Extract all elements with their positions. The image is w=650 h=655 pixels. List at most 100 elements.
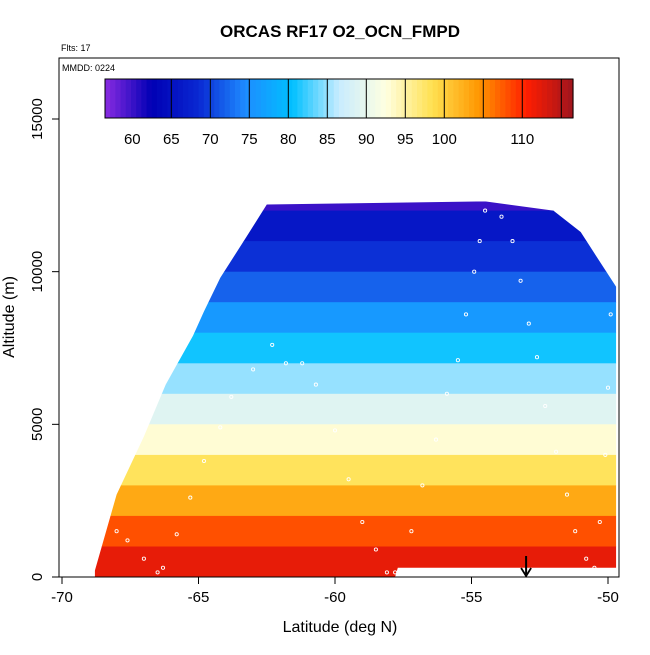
colorbar-tick-label: 100 (432, 131, 457, 148)
x-tick-label: -55 (461, 589, 483, 606)
colorbar-tick-label: 65 (163, 131, 180, 148)
colorbar-segment (292, 79, 298, 118)
track-point (313, 382, 318, 387)
curtain-band (94, 332, 617, 364)
colorbar-segment (557, 79, 564, 118)
colorbar-frame (104, 78, 574, 119)
colorbar-segment (276, 79, 283, 118)
colorbar-segment (255, 79, 262, 118)
colorbar-segment (318, 79, 324, 118)
track-point (360, 519, 365, 525)
y-axis-label: Altitude (m) (1, 276, 18, 358)
colorbar-segment (157, 79, 163, 118)
colorbar-segment (333, 79, 340, 118)
colorbar-segment (146, 79, 153, 118)
x-tick-label: -60 (324, 589, 346, 606)
colorbar-segment (110, 79, 116, 118)
colorbar-segment (281, 79, 288, 118)
curtain-band (94, 271, 617, 303)
x-tick-label: -70 (51, 589, 73, 606)
colorbar-segment (198, 79, 205, 118)
track-point (518, 278, 523, 283)
colorbar-segment (359, 79, 366, 118)
colorbar-segment (505, 79, 512, 118)
colorbar-segment (177, 79, 184, 118)
colorbar-segment (531, 79, 538, 118)
colorbar-segment (354, 79, 361, 118)
colorbar-segment (297, 79, 304, 118)
colorbar-segment (401, 79, 408, 118)
track-point (543, 403, 548, 409)
track-point (229, 394, 234, 399)
colorbar-segment (266, 79, 272, 118)
colorbar-segment (120, 79, 127, 118)
curtain-band (94, 393, 617, 425)
colorbar-tick-label: 95 (397, 131, 414, 148)
curtain-band (94, 546, 617, 577)
colorbar-segment (339, 79, 345, 118)
colorbar-segment (344, 79, 350, 118)
colorbar-segment (162, 79, 168, 118)
track-point (393, 570, 398, 575)
track-point (155, 570, 160, 575)
colorbar-segment (391, 79, 397, 118)
track-point (499, 214, 504, 219)
colorbar-segment (375, 79, 382, 118)
colorbar-segment (172, 79, 179, 118)
track-point (483, 208, 488, 213)
colorbar-segment (261, 79, 267, 118)
colorbar-tick-label: 85 (319, 131, 336, 148)
track-point (384, 570, 389, 575)
colorbar-segment (422, 79, 428, 118)
colorbar-segment (307, 79, 314, 118)
track-point (463, 312, 469, 317)
track-point (125, 538, 130, 543)
colorbar-segment (479, 79, 486, 118)
track-point (114, 529, 119, 534)
track-point (270, 342, 275, 347)
colorbar-segment (193, 79, 200, 118)
colorbar-segment (385, 79, 392, 118)
colorbar-segment (536, 79, 543, 118)
colorbar-segment (365, 79, 371, 118)
colorbar-segment (489, 79, 496, 118)
colorbar-segment (432, 79, 439, 118)
colorbar-tick-label: 70 (202, 131, 219, 148)
track-point (141, 556, 146, 561)
colorbar-segment (105, 79, 111, 118)
colorbar-segment (500, 79, 506, 118)
colorbar-segment (541, 79, 548, 118)
track-point (592, 565, 597, 570)
x-tick-label: -50 (597, 589, 619, 606)
track-point (188, 495, 193, 500)
colorbar-segment (443, 79, 449, 118)
curtain-band (94, 454, 617, 486)
track-point (300, 361, 305, 366)
colorbar-segment (562, 79, 569, 118)
colorbar-segment (209, 79, 215, 118)
colorbar-segment (458, 79, 465, 118)
colorbar-segment (370, 79, 376, 118)
track-point (608, 312, 613, 317)
curtain-band (94, 424, 617, 456)
colorbar-segment (437, 79, 444, 118)
colorbar-segment (552, 79, 558, 118)
curtain-band (94, 302, 617, 334)
x-tick-label: -65 (188, 589, 210, 606)
arrow-head (520, 567, 532, 578)
colorbar-tick-label: 80 (280, 131, 297, 148)
curtain-band (94, 515, 617, 547)
curtain-layer (94, 201, 617, 577)
colorbar-segment (526, 79, 532, 118)
colorbar-segment (131, 79, 137, 118)
colorbar: 60 65 70 75 80 85 90 95 100 110 (104, 78, 574, 148)
track-point (597, 519, 602, 525)
colorbar-segment (448, 79, 454, 118)
colorbar-tick-label: 90 (358, 131, 375, 148)
date-annotation: MMDD: 0224 (62, 63, 115, 73)
x-axis-label: Latitude (deg N) (283, 619, 398, 636)
colorbar-segment (567, 79, 574, 118)
track-point (283, 361, 288, 366)
track-point (554, 449, 559, 454)
